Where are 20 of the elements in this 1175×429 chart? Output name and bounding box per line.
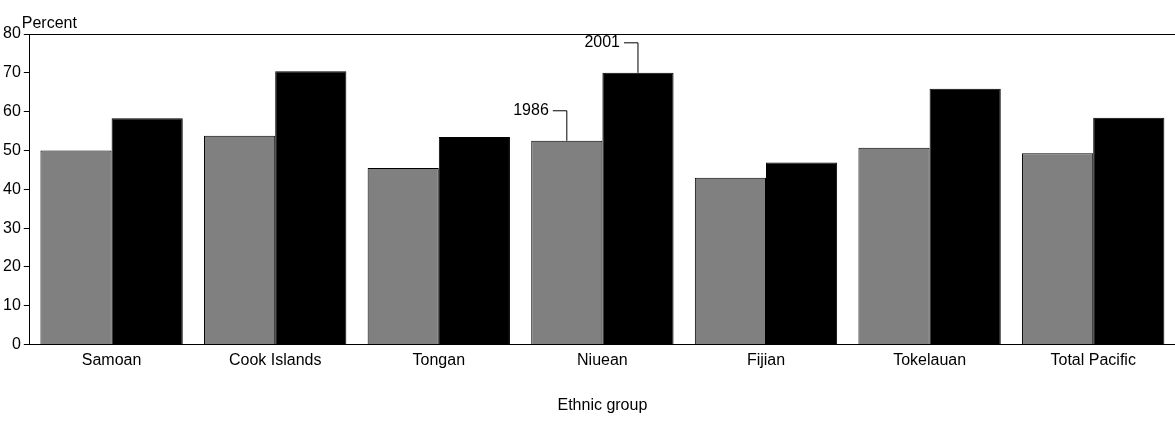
x-tick-label: Tokelauan	[893, 350, 967, 368]
y-tick-label: 80	[3, 24, 21, 42]
y-tick-label: 20	[3, 257, 21, 275]
x-tick-label: Fijian	[746, 350, 786, 368]
series-label: 2001	[584, 33, 621, 51]
y-tick-label: 0	[11, 335, 21, 353]
x-tick-label: Niuean	[577, 350, 628, 368]
x-tick-label: Total Pacific	[1050, 350, 1136, 368]
y-tick-label: 60	[3, 102, 21, 120]
y-tick-label: 30	[3, 218, 21, 236]
x-tick-label: Cook Islands	[228, 350, 322, 368]
series-label: 1986	[513, 101, 549, 119]
y-tick-label: 10	[3, 296, 21, 314]
x-tick-label: Samoan	[81, 350, 142, 368]
y-axis-title: Percent	[21, 14, 78, 32]
y-tick-label: 40	[3, 179, 21, 197]
y-tick-label: 50	[3, 140, 21, 158]
y-tick-label: 70	[3, 63, 21, 81]
x-tick-label: Tongan	[412, 350, 466, 368]
x-axis-title: Ethnic group	[557, 395, 648, 413]
